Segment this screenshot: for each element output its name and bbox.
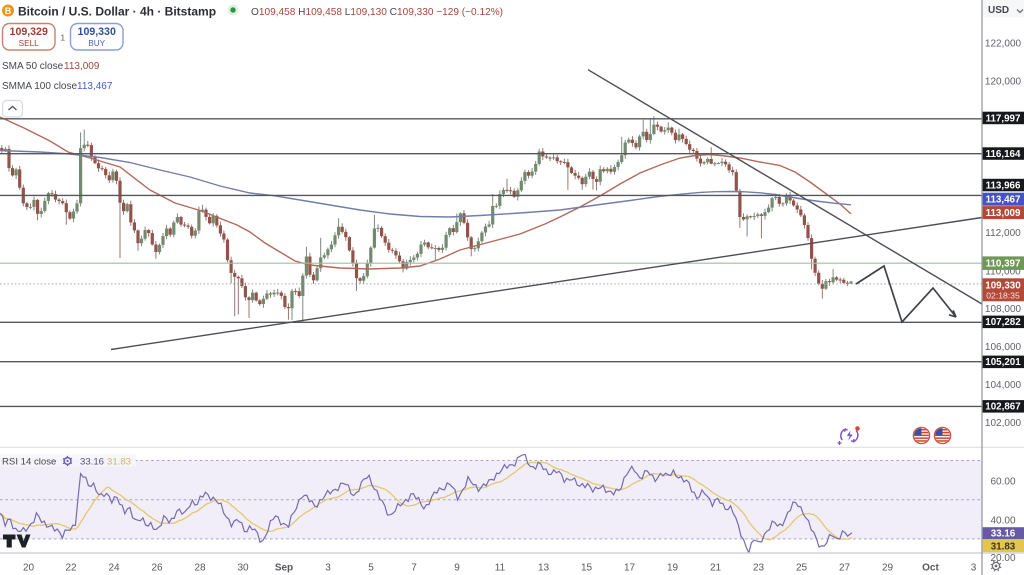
- svg-text:USD: USD: [988, 5, 1009, 16]
- svg-text:116,164: 116,164: [986, 149, 1021, 160]
- svg-text:SELL: SELL: [19, 39, 39, 48]
- svg-text:7: 7: [411, 563, 417, 574]
- svg-text:113,966: 113,966: [986, 180, 1021, 191]
- svg-text:Sep: Sep: [275, 563, 293, 574]
- svg-text:SMA 50 close: SMA 50 close: [2, 61, 64, 72]
- svg-text:22: 22: [65, 563, 77, 574]
- svg-text:102,867: 102,867: [985, 402, 1021, 413]
- svg-text:40.00: 40.00: [990, 516, 1015, 527]
- svg-text:9: 9: [454, 563, 460, 574]
- svg-text:21: 21: [710, 563, 722, 574]
- svg-text:O109,458 H109,458 L109,130 C10: O109,458 H109,458 L109,130 C109,330 −129…: [251, 7, 503, 18]
- svg-text:110,000: 110,000: [985, 267, 1021, 278]
- svg-text:107,282: 107,282: [985, 317, 1021, 328]
- svg-text:31.83: 31.83: [107, 456, 131, 467]
- svg-text:27: 27: [839, 563, 851, 574]
- svg-text:19: 19: [667, 563, 679, 574]
- svg-text:33.16: 33.16: [991, 529, 1016, 540]
- svg-text:29: 29: [882, 563, 894, 574]
- svg-text:109,329: 109,329: [10, 26, 48, 38]
- svg-text:20.00: 20.00: [990, 553, 1015, 564]
- svg-text:113,009: 113,009: [986, 208, 1021, 219]
- svg-text:30: 30: [237, 563, 249, 574]
- svg-text:RSI 14 close: RSI 14 close: [2, 456, 56, 467]
- svg-text:3: 3: [971, 563, 977, 574]
- svg-text:5: 5: [368, 563, 374, 574]
- svg-text:Bitcoin / U.S. Dollar · 4h · B: Bitcoin / U.S. Dollar · 4h · Bitstamp: [18, 4, 216, 18]
- svg-text:17: 17: [624, 563, 636, 574]
- svg-text:24: 24: [108, 563, 120, 574]
- svg-text:31.83: 31.83: [991, 541, 1016, 552]
- svg-text:B: B: [5, 6, 12, 16]
- svg-text:109,330: 109,330: [985, 281, 1021, 292]
- svg-text:102,000: 102,000: [985, 418, 1022, 429]
- svg-text:15: 15: [581, 563, 593, 574]
- svg-text:1: 1: [60, 33, 65, 43]
- svg-text:Oct: Oct: [922, 563, 939, 574]
- svg-text:113,467: 113,467: [77, 81, 113, 92]
- svg-text:20: 20: [23, 563, 35, 574]
- svg-text:13: 13: [538, 563, 550, 574]
- svg-text:11: 11: [495, 563, 506, 574]
- svg-text:117,997: 117,997: [986, 113, 1021, 124]
- svg-text:33.16: 33.16: [80, 456, 104, 467]
- svg-text:60.00: 60.00: [990, 477, 1015, 488]
- svg-text:122,000: 122,000: [985, 38, 1022, 49]
- svg-text:23: 23: [753, 563, 765, 574]
- svg-text:106,000: 106,000: [985, 342, 1022, 353]
- svg-text:113,467: 113,467: [986, 195, 1021, 206]
- svg-text:105,201: 105,201: [985, 357, 1021, 368]
- svg-text:26: 26: [151, 563, 163, 574]
- svg-text:BUY: BUY: [88, 39, 105, 48]
- svg-text:110,397: 110,397: [986, 259, 1021, 270]
- svg-text:104,000: 104,000: [985, 380, 1022, 391]
- svg-text:3: 3: [325, 563, 331, 574]
- svg-text:SMMA 100 close: SMMA 100 close: [2, 81, 77, 92]
- svg-text:25: 25: [796, 563, 808, 574]
- svg-text:112,000: 112,000: [985, 228, 1021, 239]
- svg-text:108,000: 108,000: [985, 304, 1022, 315]
- svg-text:109,330: 109,330: [78, 26, 116, 38]
- svg-text:28: 28: [194, 563, 206, 574]
- svg-text:02:18:35: 02:18:35: [986, 291, 1020, 301]
- svg-text:113,009: 113,009: [64, 61, 100, 72]
- svg-text:120,000: 120,000: [985, 76, 1022, 87]
